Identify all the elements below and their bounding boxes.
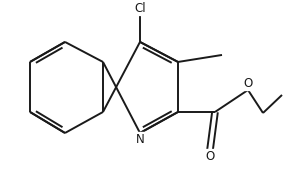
Text: Cl: Cl [134,2,146,15]
Text: O: O [205,150,215,163]
Text: O: O [243,77,253,90]
Text: N: N [136,133,144,146]
